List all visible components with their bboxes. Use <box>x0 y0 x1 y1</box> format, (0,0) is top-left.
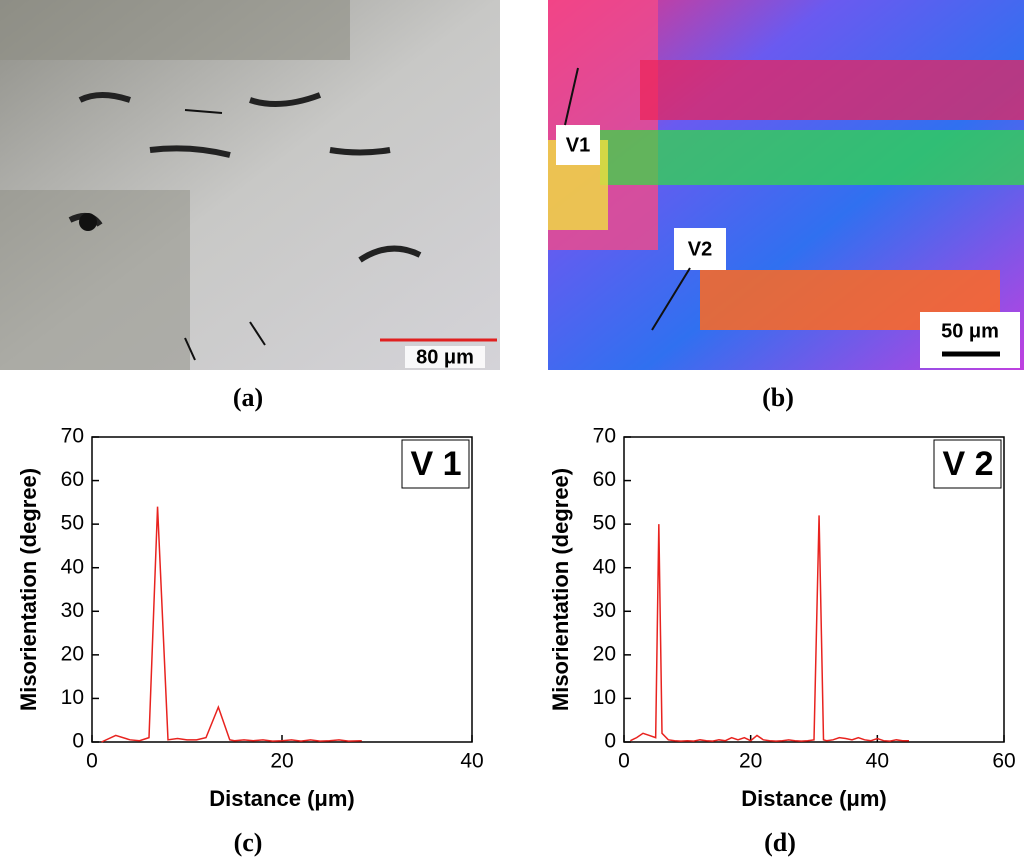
y-tick-label: 10 <box>61 686 84 709</box>
y-tick-label: 0 <box>72 730 84 753</box>
annotation: V2 <box>688 238 712 260</box>
y-tick-label: 0 <box>604 730 616 753</box>
y-tick-label: 70 <box>61 425 84 448</box>
y-tick-label: 20 <box>61 642 84 665</box>
annotation: V 2 <box>942 445 993 483</box>
y-tick-label: 20 <box>593 642 616 665</box>
panel-label: (b) <box>762 383 794 412</box>
y-tick-label: 40 <box>593 555 616 578</box>
y-tick-label: 40 <box>61 555 84 578</box>
plot-frame <box>623 436 1005 743</box>
micrograph-a: 80 μm <box>0 0 500 370</box>
y-tick-label: 50 <box>593 512 616 535</box>
x-tick-label: 40 <box>460 750 483 773</box>
panel-label: (c) <box>234 828 263 857</box>
x-tick-label: 20 <box>739 750 762 773</box>
x-axis-label: Distance (μm) <box>209 786 355 811</box>
x-tick-label: 60 <box>992 750 1015 773</box>
scale-bar-label: 50 μm <box>941 320 999 342</box>
y-tick-label: 50 <box>61 512 84 535</box>
annotation-box <box>401 439 470 489</box>
ebsd-map-b: V1 V2 50 μm <box>548 0 1024 370</box>
annotation: V1 <box>566 134 590 156</box>
panel-label: (d) <box>764 828 796 857</box>
y-axis-label: Misorientation (degree) <box>548 468 573 711</box>
data-line <box>101 506 362 743</box>
annotation: V 1 <box>410 445 461 483</box>
panel-label: (a) <box>233 383 263 412</box>
y-tick-label: 30 <box>61 599 84 622</box>
y-tick-label: 60 <box>593 468 616 491</box>
scale-bar-label: 80 μm <box>416 346 474 368</box>
y-axis-label: Misorientation (degree) <box>16 468 41 711</box>
x-tick-label: 0 <box>618 750 630 773</box>
annotation-box <box>933 439 1002 489</box>
y-tick-label: 60 <box>61 468 84 491</box>
y-tick-label: 70 <box>593 425 616 448</box>
y-tick-label: 30 <box>593 599 616 622</box>
x-tick-label: 20 <box>270 750 293 773</box>
x-axis-label: Distance (μm) <box>741 786 887 811</box>
x-tick-label: 0 <box>86 750 98 773</box>
data-line <box>630 515 909 742</box>
y-tick-label: 10 <box>593 686 616 709</box>
x-tick-label: 40 <box>866 750 889 773</box>
